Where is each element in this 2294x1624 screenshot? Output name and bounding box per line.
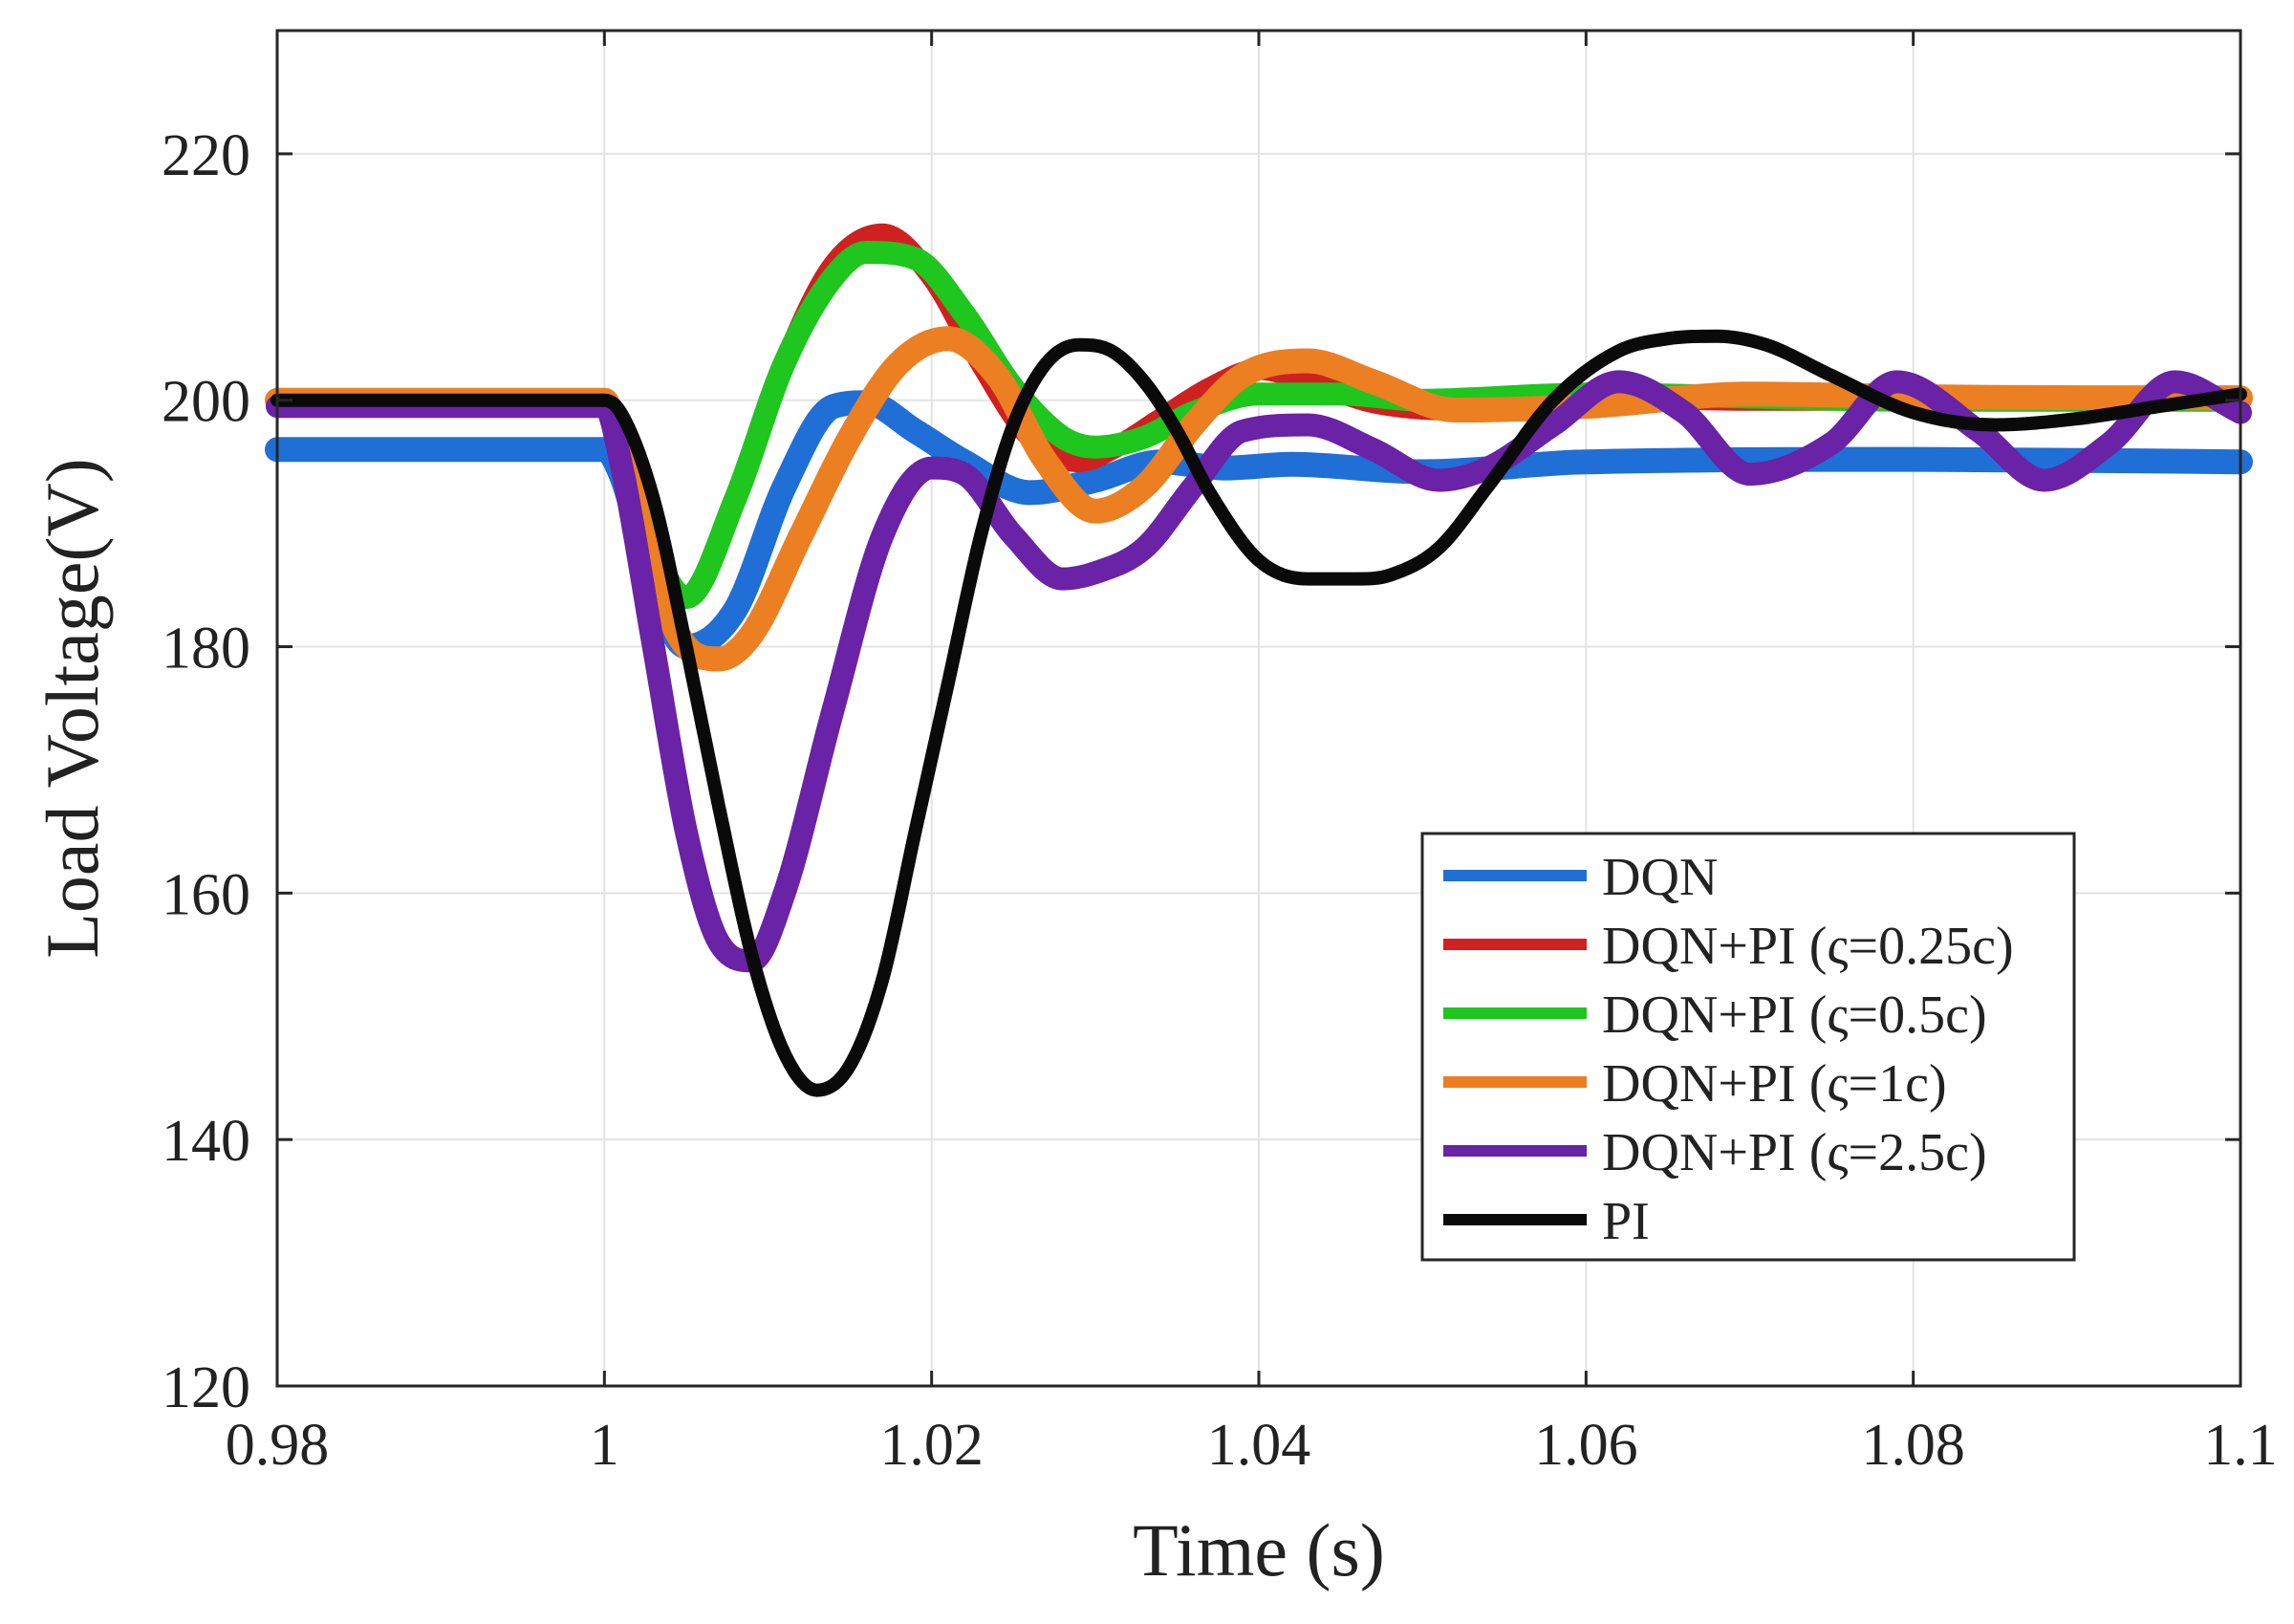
legend-entry-label: DQN+PI (ς=2.5c) [1602, 1123, 1987, 1182]
legend: DQN DQN+PI (ς=0.25c) DQN+PI (ς=0.5c) DQN+PI… [1420, 832, 2076, 1262]
legend-entry-label: DQN+PI (ς=0.5c) [1602, 985, 1987, 1045]
legend-entry-label: PI [1602, 1192, 1650, 1251]
y-tick-label: 200 [162, 370, 250, 435]
x-tick-label: 1.02 [879, 1413, 984, 1478]
axis-ticks: 0.98 1 1.02 1.04 1.06 1.08 1.1 120 140 160 180 200 2… [162, 31, 2278, 1478]
series-line-dqn-pi-1c [265, 326, 2253, 672]
x-tick-label: 0.98 [226, 1413, 330, 1478]
legend-box [1420, 832, 2076, 1262]
y-tick-label: 120 [162, 1355, 250, 1420]
x-tick-label: 1 [590, 1413, 619, 1478]
x-axis-title: Time (s) [1133, 1508, 1385, 1592]
legend-entry-label: DQN+PI (ς=1c) [1602, 1054, 1947, 1114]
y-tick-label: 140 [162, 1109, 250, 1174]
y-tick-label: 160 [162, 862, 250, 927]
legend-entry-label: DQN [1602, 848, 1718, 907]
y-axis-title: Load Voltage(V) [31, 458, 114, 959]
x-tick-label: 1.08 [1861, 1413, 1965, 1478]
x-tick-label: 1.04 [1207, 1413, 1311, 1478]
series-line-pi [271, 329, 2247, 1097]
x-tick-label: 1.1 [2203, 1413, 2278, 1478]
series-group [265, 223, 2253, 1097]
x-tick-label: 1.06 [1534, 1413, 1638, 1478]
y-tick-label: 220 [162, 123, 250, 188]
series-line-dqn-pi-2-5c [266, 370, 2252, 973]
legend-entry-label: DQN+PI (ς=0.25c) [1602, 917, 2014, 976]
y-tick-label: 180 [162, 617, 250, 682]
